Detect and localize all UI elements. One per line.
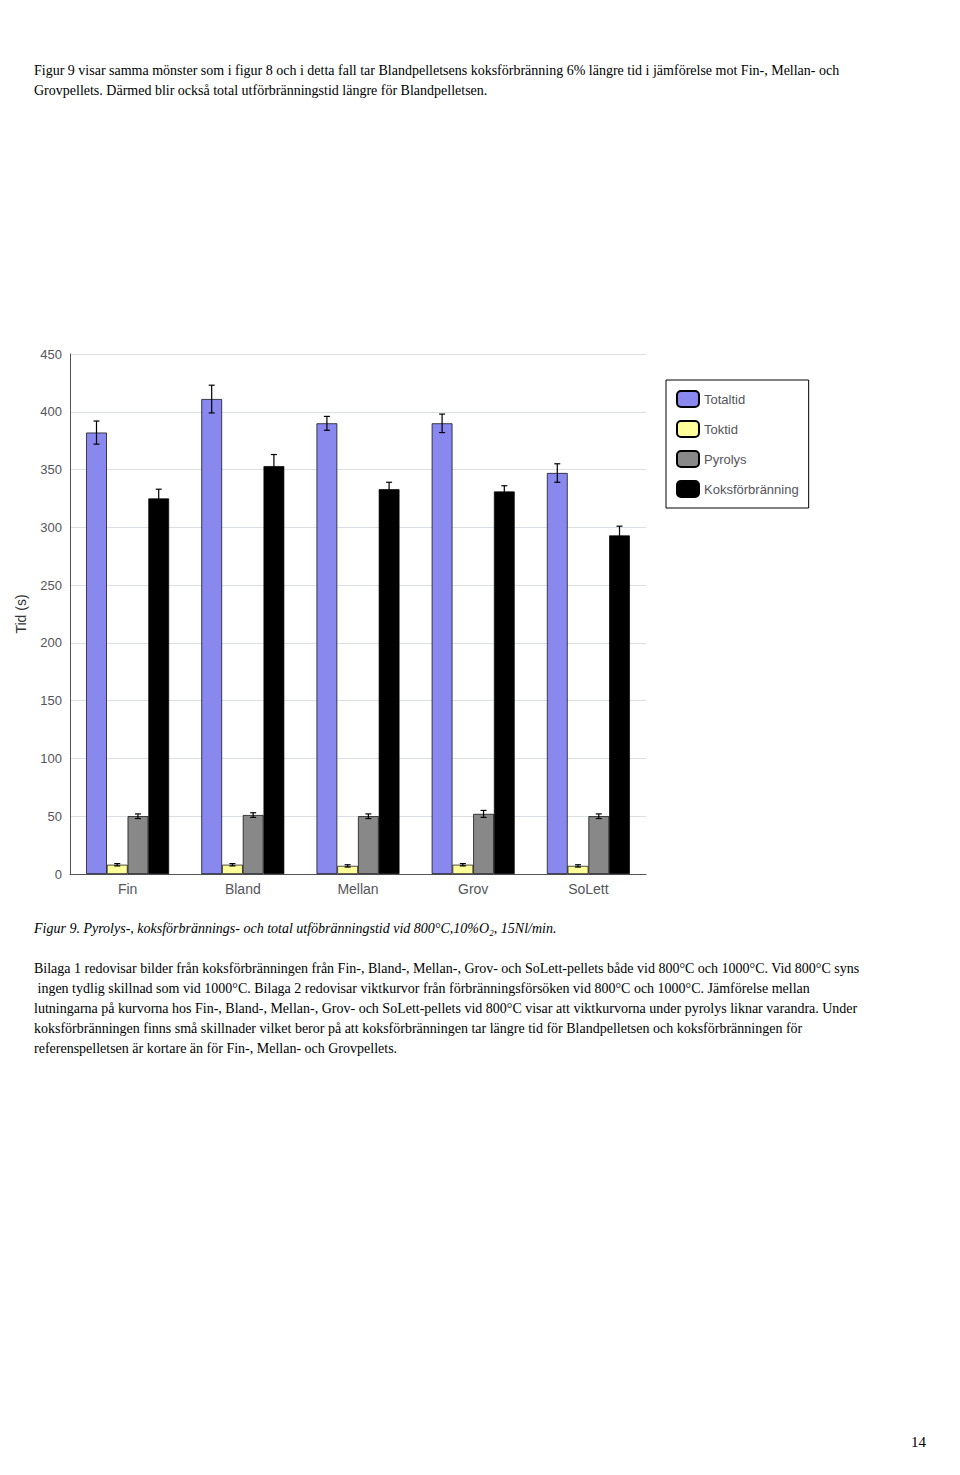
- svg-text:Grovpellets. Därmed blir också: Grovpellets. Därmed blir också total utf…: [34, 83, 487, 98]
- svg-text:100: 100: [40, 751, 62, 766]
- svg-text:Koksförbränning: Koksförbränning: [704, 482, 799, 497]
- svg-text:Figur 9 visar samma mönster so: Figur 9 visar samma mönster som i figur …: [34, 63, 843, 78]
- svg-text:Grov: Grov: [458, 881, 488, 897]
- svg-text:SoLett: SoLett: [568, 881, 609, 897]
- svg-text:450: 450: [40, 347, 62, 362]
- svg-text:koksförbränningen finns små sk: koksförbränningen finns små skillnader v…: [34, 1021, 806, 1036]
- svg-text:lutningarna på kurvorna hos Fi: lutningarna på kurvorna hos Fin-, Bland-…: [34, 1001, 861, 1016]
- svg-text:Tid (s): Tid (s): [13, 594, 29, 633]
- svg-text:Fin: Fin: [118, 881, 137, 897]
- svg-text:Figur 9. Pyrolys-, koksförbrän: Figur 9. Pyrolys-, koksförbrännings- och…: [33, 921, 556, 936]
- svg-text:300: 300: [40, 520, 62, 535]
- svg-text:400: 400: [40, 404, 62, 419]
- svg-text:referenspelletsen är kortare ä: referenspelletsen är kortare än för Fin-…: [34, 1041, 397, 1056]
- svg-text:350: 350: [40, 462, 62, 477]
- svg-text:0: 0: [55, 867, 62, 882]
- svg-text:50: 50: [48, 809, 62, 824]
- svg-text:Bland: Bland: [225, 881, 261, 897]
- svg-text:150: 150: [40, 693, 62, 708]
- svg-text:250: 250: [40, 578, 62, 593]
- svg-text:14: 14: [911, 1434, 927, 1450]
- svg-text:Bilaga 1 redovisar bilder från: Bilaga 1 redovisar bilder från koksförbr…: [34, 961, 859, 976]
- svg-text:200: 200: [40, 635, 62, 650]
- svg-text:ingen tydlig skillnad som vid: ingen tydlig skillnad som vid 1000°C. Bi…: [34, 981, 813, 996]
- svg-text:Totaltid: Totaltid: [704, 392, 745, 407]
- svg-text:Mellan: Mellan: [337, 881, 378, 897]
- svg-text:Pyrolys: Pyrolys: [704, 452, 747, 467]
- svg-text:Toktid: Toktid: [704, 422, 738, 437]
